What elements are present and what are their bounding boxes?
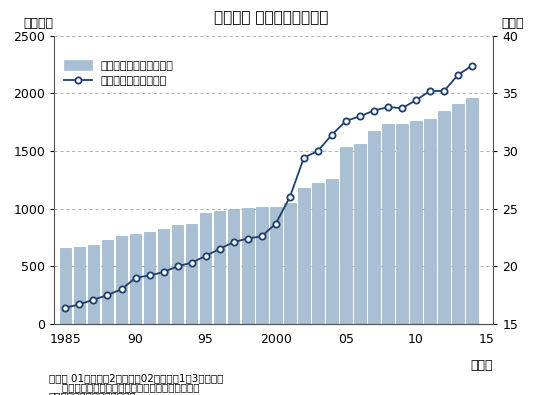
Bar: [354, 144, 366, 324]
Bar: [410, 122, 422, 324]
Bar: [396, 124, 408, 324]
Text: （注） 01年までは2月調査、02年以降は1～3月期平均: （注） 01年までは2月調査、02年以降は1～3月期平均: [49, 373, 223, 383]
Bar: [158, 229, 169, 324]
Text: 非正規雇用比率は役員を除く雇用者に占める割合: 非正規雇用比率は役員を除く雇用者に占める割合: [49, 382, 199, 392]
Text: （年）: （年）: [470, 359, 493, 372]
Bar: [88, 245, 99, 324]
Bar: [116, 236, 127, 324]
Bar: [284, 203, 295, 324]
Bar: [340, 147, 352, 324]
Bar: [144, 231, 156, 324]
Legend: 非正規の職員・従業員数, 非正規雇用比率：右軸: 非正規の職員・従業員数, 非正規雇用比率：右軸: [60, 56, 178, 90]
Bar: [467, 98, 478, 324]
Bar: [326, 179, 338, 324]
Bar: [256, 207, 268, 324]
Bar: [200, 213, 211, 324]
Bar: [270, 207, 281, 324]
Text: 図表１． 非正規雇用の推移: 図表１． 非正規雇用の推移: [214, 10, 328, 25]
Bar: [368, 131, 380, 324]
Text: （出所）総務省「労働力調査」: （出所）総務省「労働力調査」: [49, 391, 136, 395]
Bar: [186, 224, 197, 324]
Bar: [382, 124, 394, 324]
Bar: [424, 118, 436, 324]
Bar: [453, 103, 464, 324]
Bar: [312, 183, 324, 324]
Bar: [228, 209, 240, 324]
Bar: [102, 240, 113, 324]
Bar: [172, 225, 183, 324]
Bar: [438, 111, 450, 324]
Text: （％）: （％）: [501, 17, 524, 30]
Text: （万人）: （万人）: [23, 17, 54, 30]
Bar: [74, 247, 85, 324]
Bar: [60, 248, 71, 324]
Bar: [130, 234, 141, 324]
Bar: [242, 208, 254, 324]
Bar: [214, 211, 225, 324]
Bar: [298, 188, 309, 324]
